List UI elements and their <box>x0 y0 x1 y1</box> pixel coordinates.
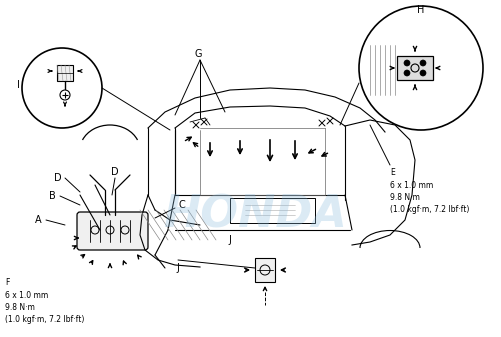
Text: HONDA: HONDA <box>163 193 346 237</box>
Text: A: A <box>35 215 41 225</box>
Text: J: J <box>228 235 231 245</box>
Bar <box>396 56 432 80</box>
Text: C: C <box>178 200 185 210</box>
Text: I: I <box>17 80 20 90</box>
Text: D: D <box>54 173 62 183</box>
Text: G: G <box>194 49 201 59</box>
Circle shape <box>403 70 409 76</box>
Bar <box>255 258 275 282</box>
Text: J: J <box>176 263 179 273</box>
Text: D: D <box>111 167 119 177</box>
Bar <box>229 198 314 223</box>
Bar <box>57 65 73 81</box>
Text: E
6 x 1.0 mm
9.8 N·m
(1.0 kgf·m, 7.2 lbf·ft): E 6 x 1.0 mm 9.8 N·m (1.0 kgf·m, 7.2 lbf… <box>389 168 468 214</box>
FancyBboxPatch shape <box>77 212 148 250</box>
Text: B: B <box>49 191 55 201</box>
Circle shape <box>419 60 425 66</box>
Circle shape <box>419 70 425 76</box>
Circle shape <box>403 60 409 66</box>
Text: F
6 x 1.0 mm
9.8 N·m
(1.0 kgf·m, 7.2 lbf·ft): F 6 x 1.0 mm 9.8 N·m (1.0 kgf·m, 7.2 lbf… <box>5 278 84 325</box>
Text: H: H <box>416 5 424 15</box>
